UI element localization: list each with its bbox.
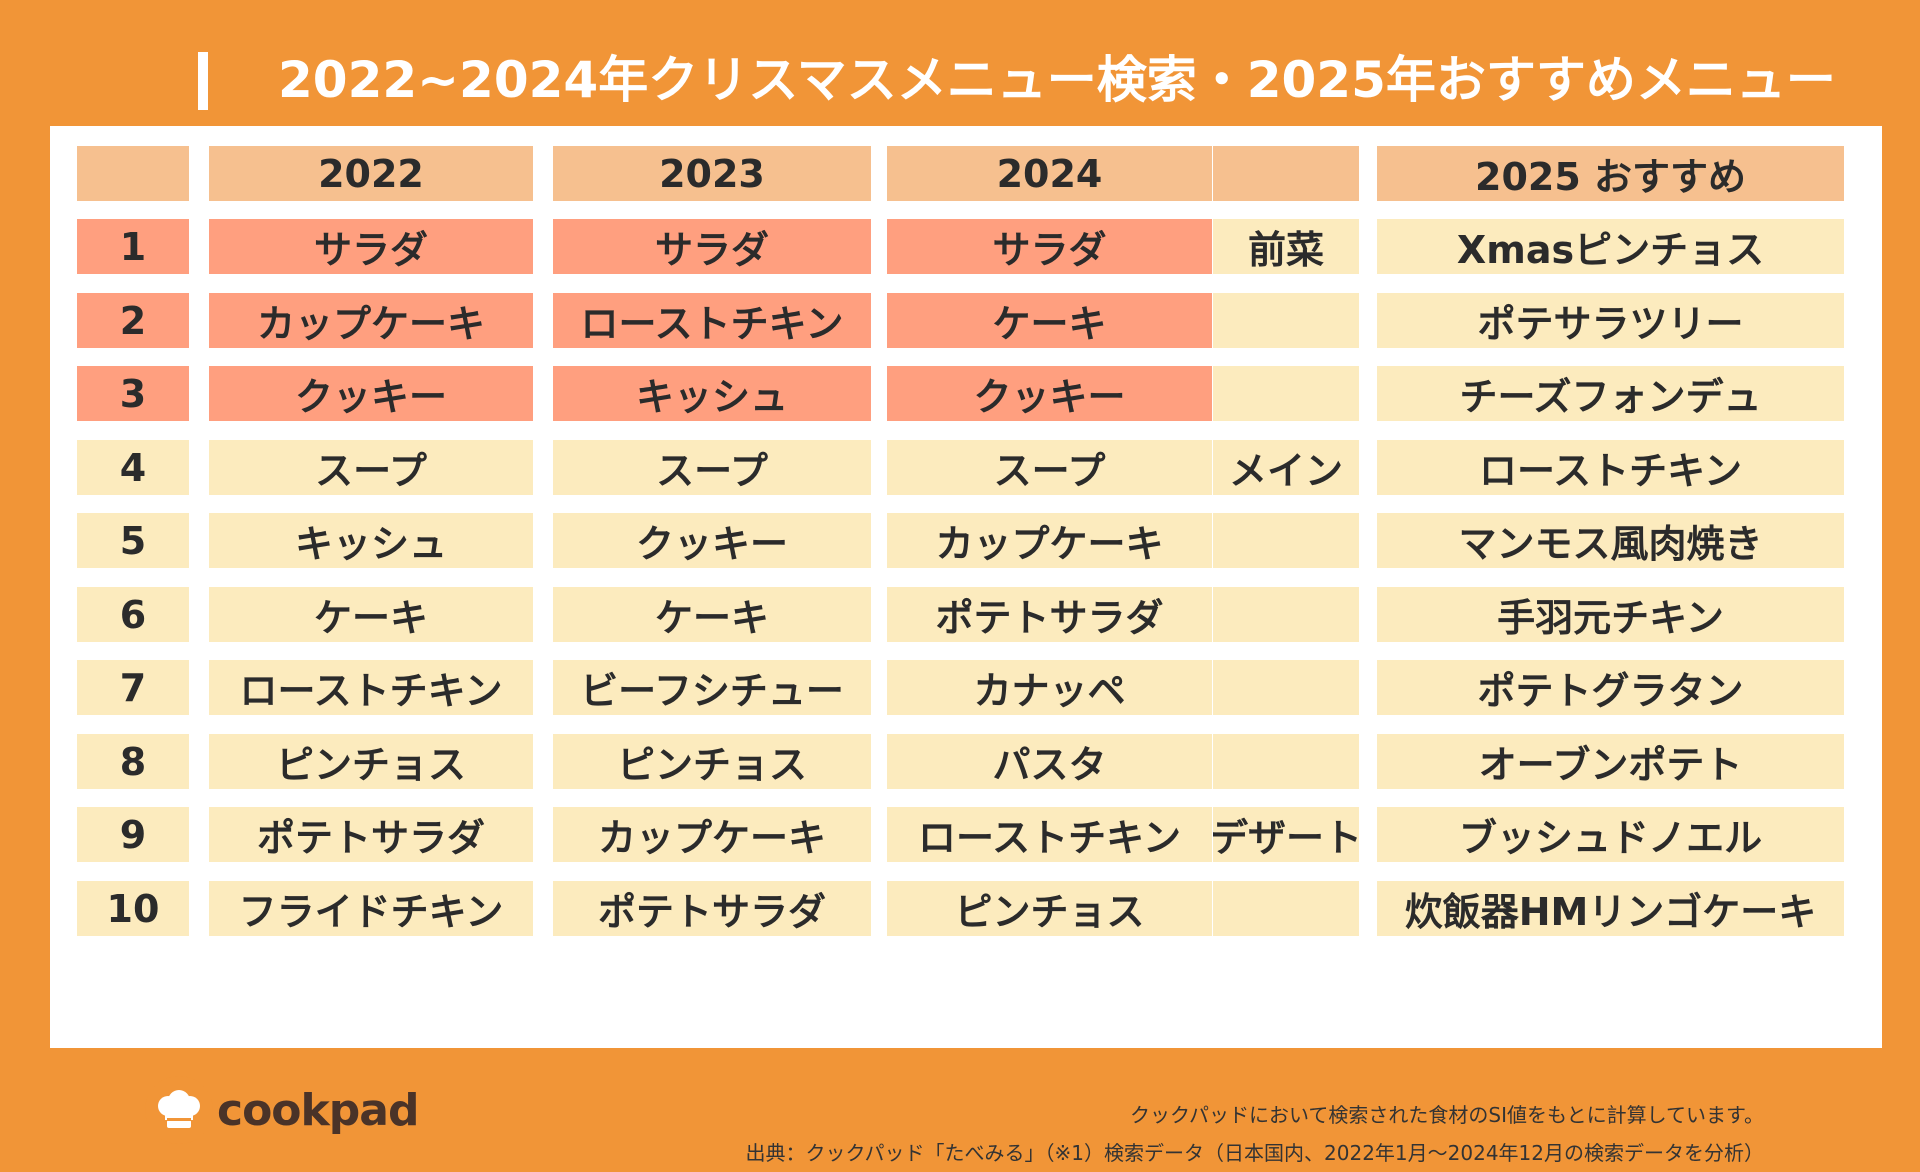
source-note: クックパッドにおいて検索された食材のSI値をもとに計算しています。 出典：クック… <box>746 1096 1764 1172</box>
year-2024-cell: クッキー <box>887 366 1212 421</box>
year-2022-cell: ローストチキン <box>209 660 533 715</box>
rank-cell: 10 <box>77 881 189 936</box>
year-2023-cell: クッキー <box>553 513 871 568</box>
page-title: 2022~2024年クリスマスメニュー検索・2025年おすすめメニュー <box>278 51 1836 109</box>
recommend-2025-cell: ポテトグラタン <box>1377 660 1844 715</box>
category-cell: メイン <box>1213 440 1359 495</box>
year-2023-cell: ケーキ <box>553 587 871 642</box>
source-note-line-2: 出典：クックパッド「たべみる」（※1）検索データ（日本国内、2022年1月〜20… <box>745 1141 1764 1165</box>
category-cell <box>1213 293 1359 348</box>
year-2024-cell: カップケーキ <box>887 513 1212 568</box>
rank-cell: 3 <box>77 366 189 421</box>
cookpad-wordmark: cookpad <box>217 1084 419 1136</box>
rank-cell: 9 <box>77 807 189 862</box>
year-2023-cell: キッシュ <box>553 366 871 421</box>
category-cell: 前菜 <box>1213 219 1359 274</box>
year-2024-cell: スープ <box>887 440 1212 495</box>
category-cell <box>1213 366 1359 421</box>
recommend-2025-cell: 炊飯器HMリンゴケーキ <box>1377 881 1844 936</box>
year-2023-cell: カップケーキ <box>553 807 871 862</box>
year-2023-cell: ピンチョス <box>553 734 871 789</box>
recommend-2025-cell: ポテサラツリー <box>1377 293 1844 348</box>
header-cell-1: 2022 <box>209 146 533 201</box>
year-2024-cell: ローストチキン <box>887 807 1212 862</box>
cookpad-logo: cookpad <box>145 1076 419 1144</box>
rank-cell: 7 <box>77 660 189 715</box>
recommend-2025-cell: オーブンポテト <box>1377 734 1844 789</box>
year-2023-cell: スープ <box>553 440 871 495</box>
header-cell-4 <box>1213 146 1359 201</box>
year-2022-cell: フライドチキン <box>209 881 533 936</box>
recommend-2025-cell: 手羽元チキン <box>1377 587 1844 642</box>
header-cell-3: 2024 <box>887 146 1212 201</box>
rank-cell: 8 <box>77 734 189 789</box>
source-note-line-1: クックパッドにおいて検索された食材のSI値をもとに計算しています。 <box>1130 1103 1764 1127</box>
rank-cell: 5 <box>77 513 189 568</box>
year-2024-cell: パスタ <box>887 734 1212 789</box>
year-2022-cell: クッキー <box>209 366 533 421</box>
year-2023-cell: ローストチキン <box>553 293 871 348</box>
category-cell <box>1213 734 1359 789</box>
year-2022-cell: キッシュ <box>209 513 533 568</box>
recommend-2025-cell: ローストチキン <box>1377 440 1844 495</box>
year-2022-cell: カップケーキ <box>209 293 533 348</box>
year-2023-cell: ポテトサラダ <box>553 881 871 936</box>
rank-cell: 6 <box>77 587 189 642</box>
chef-hat-icon <box>145 1076 213 1144</box>
header-cell-0 <box>77 146 189 201</box>
header-cell-2: 2023 <box>553 146 871 201</box>
year-2022-cell: ピンチョス <box>209 734 533 789</box>
year-2024-cell: カナッペ <box>887 660 1212 715</box>
category-cell <box>1213 660 1359 715</box>
year-2022-cell: ポテトサラダ <box>209 807 533 862</box>
category-cell <box>1213 513 1359 568</box>
year-2023-cell: サラダ <box>553 219 871 274</box>
title-accent-bar <box>198 52 208 110</box>
header-cell-5: 2025 おすすめ <box>1377 146 1844 201</box>
year-2024-cell: サラダ <box>887 219 1212 274</box>
year-2023-cell: ビーフシチュー <box>553 660 871 715</box>
year-2024-cell: ケーキ <box>887 293 1212 348</box>
year-2024-cell: ポテトサラダ <box>887 587 1212 642</box>
category-cell <box>1213 587 1359 642</box>
rank-cell: 1 <box>77 219 189 274</box>
year-2024-cell: ピンチョス <box>887 881 1212 936</box>
category-cell <box>1213 881 1359 936</box>
category-cell: デザート <box>1213 807 1359 862</box>
recommend-2025-cell: Xmasピンチョス <box>1377 219 1844 274</box>
recommend-2025-cell: ブッシュドノエル <box>1377 807 1844 862</box>
year-2022-cell: ケーキ <box>209 587 533 642</box>
year-2022-cell: スープ <box>209 440 533 495</box>
ranking-panel: 2022 2023 2024 2025 おすすめ 1 サラダ サラダ サラダ 前菜 Xmasピンチ… <box>50 126 1882 1165</box>
year-2022-cell: サラダ <box>209 219 533 274</box>
recommend-2025-cell: チーズフォンデュ <box>1377 366 1844 421</box>
recommend-2025-cell: マンモス風肉焼き <box>1377 513 1844 568</box>
rank-cell: 2 <box>77 293 189 348</box>
rank-cell: 4 <box>77 440 189 495</box>
